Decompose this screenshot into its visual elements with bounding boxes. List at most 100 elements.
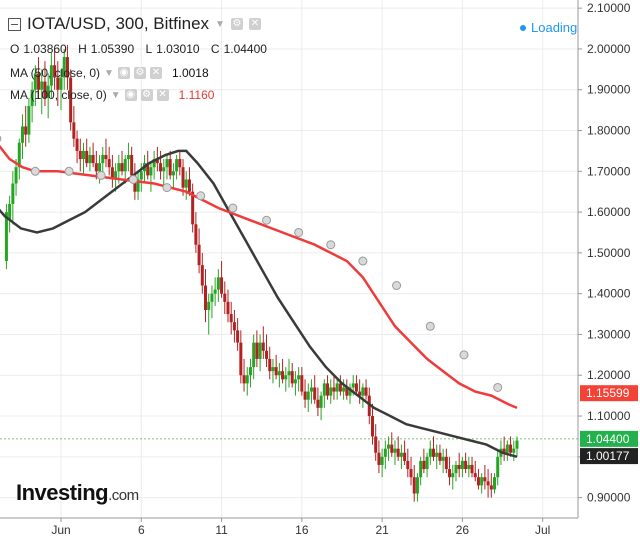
candle-body	[441, 456, 445, 461]
candle-body	[159, 163, 163, 172]
candle-body	[403, 452, 407, 461]
candle-body	[281, 371, 285, 380]
candle-body	[239, 342, 243, 376]
candle-body	[509, 444, 513, 453]
candle-body	[17, 142, 21, 168]
candle-body	[432, 448, 435, 457]
candle-body	[261, 342, 265, 351]
caret-down-icon[interactable]: ▼	[104, 67, 114, 79]
ma100-marker	[128, 174, 138, 184]
candle-body	[30, 89, 34, 107]
candle-body	[297, 375, 301, 380]
candle-body	[210, 293, 214, 302]
candle-body	[393, 448, 397, 453]
candle-body	[155, 159, 159, 164]
settings-icon[interactable]: ⚙	[133, 67, 146, 79]
candle-body	[8, 203, 12, 221]
candle-body	[165, 159, 169, 168]
candle-body	[464, 460, 468, 470]
visibility-icon[interactable]: ◉	[124, 89, 137, 101]
candle-body	[406, 460, 410, 470]
ma100-marker	[30, 166, 40, 176]
collapse-icon[interactable]	[8, 17, 21, 31]
candle-body	[335, 383, 339, 392]
settings-icon[interactable]: ⚙	[230, 18, 243, 30]
visibility-icon[interactable]: ◉	[117, 67, 130, 79]
candle-body	[37, 73, 41, 90]
candle-body	[120, 163, 124, 172]
candle-body	[220, 277, 224, 294]
candle-body	[290, 371, 294, 384]
candle-body	[460, 460, 464, 470]
close-icon[interactable]: ✕	[248, 18, 261, 30]
y-tick-label: 1.40000	[587, 287, 631, 301]
candle-body	[213, 289, 217, 294]
y-axis[interactable]: 2.10000 2.00000 1.90000 1.80000 1.70000 1.600…	[578, 1, 631, 505]
candle-body	[428, 448, 432, 457]
candle-body	[345, 387, 349, 396]
ma50-legend[interactable]: MA (50, close, 0) ▼ ◉ ⚙ ✕ 1.0018	[10, 66, 209, 80]
candle-body	[268, 358, 272, 372]
ma100-legend[interactable]: MA (100, close, 0) ▼ ◉ ⚙ ✕ 1.1160	[10, 88, 214, 102]
candle-body	[216, 277, 220, 290]
candle-body	[412, 477, 416, 494]
candle-body	[88, 154, 92, 164]
loading-dot-icon	[520, 24, 526, 31]
ma100-marker	[294, 227, 304, 237]
candle-body	[342, 387, 346, 392]
open-label: O	[10, 42, 20, 56]
price-label-bg	[580, 430, 638, 447]
candle-body	[476, 477, 480, 486]
y-tick-label: 1.80000	[587, 124, 631, 138]
low-label: L	[145, 42, 153, 56]
loading-text: Loading	[531, 20, 578, 35]
close-icon[interactable]: ✕	[149, 67, 162, 79]
candle-body	[110, 167, 114, 180]
candle-body	[252, 342, 256, 368]
candle-body	[248, 367, 252, 376]
investing-logo: Investing.com	[16, 480, 139, 506]
candle-body	[364, 387, 368, 396]
candle-body	[425, 456, 429, 470]
candle-body	[313, 387, 317, 400]
candle-body	[126, 154, 130, 160]
x-tick-label: 16	[295, 523, 309, 537]
candle-body	[258, 342, 262, 359]
close-icon[interactable]: ✕	[156, 89, 169, 101]
candle-body	[78, 150, 82, 160]
candle-body	[56, 77, 60, 90]
settings-icon[interactable]: ⚙	[140, 89, 153, 101]
candle-body	[489, 485, 493, 490]
ma100-line	[0, 144, 518, 410]
candle-body	[351, 383, 355, 388]
candle-body	[483, 477, 487, 482]
ma50-label: MA (50, close, 0)	[10, 66, 101, 80]
ma100-marker	[459, 350, 469, 360]
caret-down-icon[interactable]: ▼	[215, 18, 225, 30]
open-value: 1.03860	[23, 42, 67, 56]
candle-body	[383, 448, 387, 457]
x-tick-label: 11	[215, 523, 228, 537]
candle-body	[130, 154, 134, 176]
candle-body	[200, 265, 204, 286]
candle-body	[255, 342, 259, 359]
candle-body	[451, 473, 455, 478]
ma100-markers	[0, 135, 503, 392]
candle-body	[370, 416, 374, 437]
candle-body	[274, 367, 278, 376]
candle-body	[409, 469, 413, 478]
candle-body	[319, 395, 323, 408]
ma100-marker	[262, 215, 272, 225]
candle-body	[448, 469, 452, 478]
caret-down-icon[interactable]: ▼	[110, 89, 121, 101]
candle-body	[309, 387, 313, 392]
candle-body	[300, 375, 304, 392]
candle-body	[223, 293, 227, 302]
price-label: 1.15599	[586, 386, 630, 400]
candle-body	[72, 122, 76, 139]
candle-body	[457, 464, 461, 470]
candle-body	[422, 460, 426, 470]
candle-body	[361, 387, 365, 396]
x-axis[interactable]: Jun 6 11 16 21 26 Jul	[51, 518, 550, 537]
